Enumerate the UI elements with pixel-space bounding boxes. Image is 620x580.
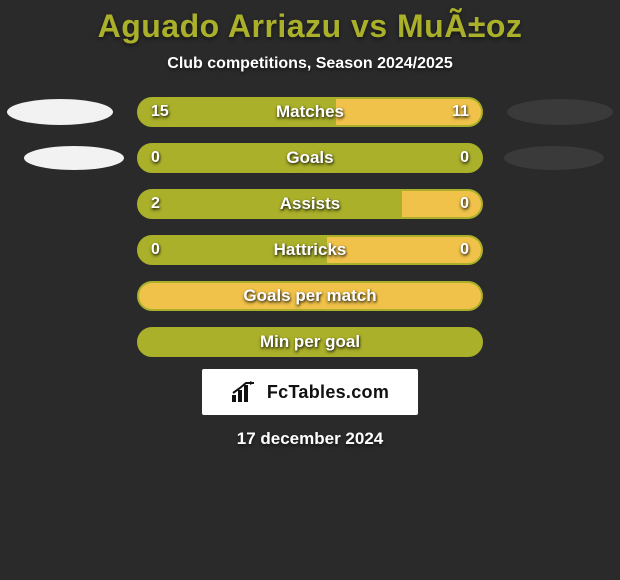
stat-bar-right [402, 191, 481, 217]
stat-bar: Goals per match [137, 281, 483, 311]
stat-bar-left [139, 329, 481, 355]
player-ellipse-left [7, 99, 113, 125]
stat-bar-right [336, 99, 481, 125]
stat-bar: 20Assists [137, 189, 483, 219]
page-title: Aguado Arriazu vs MuÃ±oz [0, 8, 620, 45]
stat-bar: 00Hattricks [137, 235, 483, 265]
fctables-icon [231, 381, 257, 403]
stat-bar-right [327, 237, 481, 263]
stat-bar-left [139, 237, 327, 263]
stat-row: 20Assists [0, 189, 620, 219]
player-ellipse-left [24, 146, 124, 170]
player-ellipse-right [507, 99, 613, 125]
stat-rows: 1511Matches 00Goals 20Assists 00Hattricks Go… [0, 97, 620, 357]
subtitle: Club competitions, Season 2024/2025 [0, 55, 620, 73]
comparison-card: Aguado Arriazu vs MuÃ±oz Club competitio… [0, 0, 620, 449]
stat-bar: 00Goals [137, 143, 483, 173]
stat-bar-left [139, 145, 481, 171]
date-text: 17 december 2024 [0, 429, 620, 449]
logo-band: FcTables.com [202, 369, 418, 415]
stat-bar-left [139, 99, 336, 125]
stat-bar: 1511Matches [137, 97, 483, 127]
stat-bar-right [139, 283, 481, 309]
stat-row: 1511Matches [0, 97, 620, 127]
logo-text: FcTables.com [267, 382, 389, 403]
player-ellipse-right [504, 146, 604, 170]
stat-bar-left [139, 191, 402, 217]
stat-bar: Min per goal [137, 327, 483, 357]
stat-row: Goals per match [0, 281, 620, 311]
stat-row: 00Goals [0, 143, 620, 173]
stat-row: 00Hattricks [0, 235, 620, 265]
stat-row: Min per goal [0, 327, 620, 357]
